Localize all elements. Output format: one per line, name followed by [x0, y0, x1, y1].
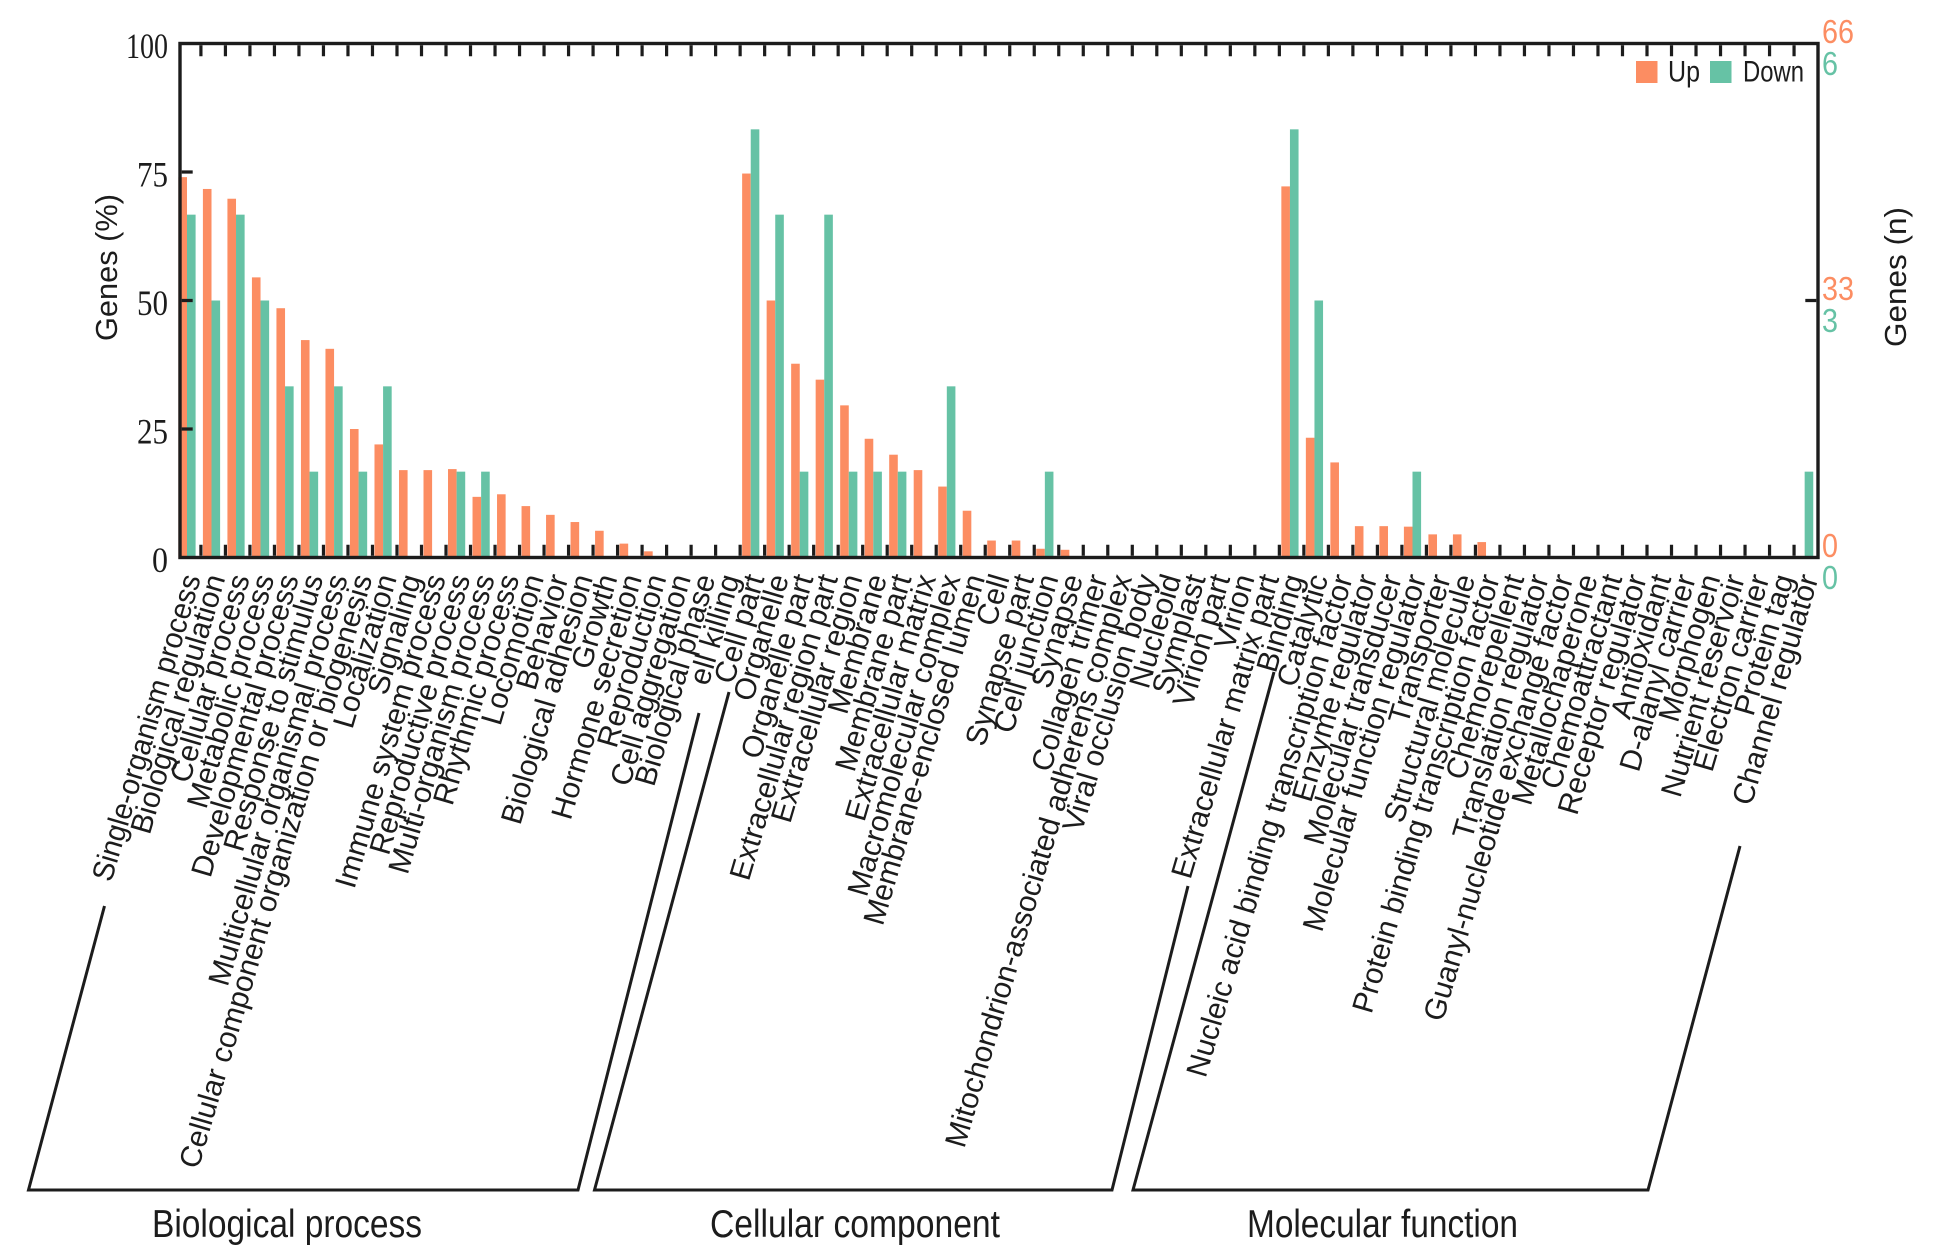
- svg-text:0: 0: [1822, 527, 1838, 564]
- svg-text:Molecular function: Molecular function: [1247, 1203, 1518, 1246]
- svg-text:Down: Down: [1743, 56, 1804, 89]
- svg-text:6: 6: [1822, 45, 1838, 82]
- svg-text:Up: Up: [1668, 56, 1700, 89]
- svg-text:Cellular component: Cellular component: [710, 1203, 1000, 1246]
- svg-text:25: 25: [137, 411, 168, 451]
- svg-text:33: 33: [1822, 270, 1854, 307]
- svg-text:75: 75: [137, 154, 168, 194]
- svg-text:100: 100: [126, 26, 168, 66]
- svg-text:Genes (n): Genes (n): [1878, 207, 1913, 347]
- svg-text:66: 66: [1822, 13, 1854, 50]
- svg-text:Biological process: Biological process: [152, 1203, 422, 1246]
- svg-text:3: 3: [1822, 302, 1838, 339]
- svg-text:50: 50: [137, 283, 168, 323]
- svg-text:0: 0: [1822, 559, 1838, 596]
- svg-text:0: 0: [152, 540, 168, 580]
- svg-text:Genes (%): Genes (%): [89, 194, 124, 341]
